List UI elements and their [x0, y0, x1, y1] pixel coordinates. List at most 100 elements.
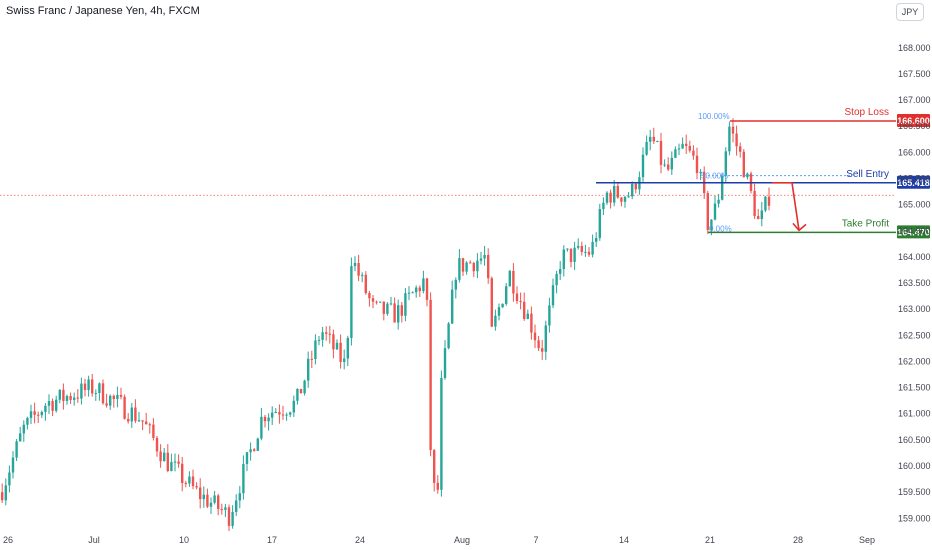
candle-body: [476, 260, 479, 272]
candle: [199, 478, 202, 509]
y-tick-label: 167.000: [898, 95, 931, 105]
candle: [152, 418, 155, 441]
candle: [231, 505, 234, 529]
candle: [134, 399, 137, 424]
x-tick-label: 7: [533, 535, 538, 545]
candle-body: [577, 245, 580, 248]
candle: [260, 407, 263, 441]
candle-body: [400, 305, 403, 316]
candle-body: [105, 403, 108, 406]
candle-body: [335, 342, 339, 350]
take-profit-label: Take Profit: [842, 218, 889, 229]
candle: [573, 241, 576, 270]
candle-body: [303, 380, 306, 394]
candle-body: [289, 412, 292, 415]
candle-body: [177, 461, 180, 464]
stop-loss-price-tag: [897, 114, 930, 128]
candle-body: [465, 262, 468, 272]
candle-body: [767, 196, 771, 206]
candle-body: [155, 437, 159, 452]
candle: [393, 297, 396, 323]
candle: [267, 413, 270, 431]
candle-body: [764, 196, 767, 211]
candle: [148, 422, 151, 434]
candle: [15, 438, 18, 462]
candle-body: [292, 400, 295, 413]
candle-body: [242, 463, 245, 494]
candle: [425, 277, 429, 307]
candle: [407, 286, 411, 301]
candle: [674, 146, 677, 159]
candle: [595, 232, 598, 248]
candle: [91, 373, 94, 397]
candle-body: [112, 395, 115, 400]
candle-body: [422, 278, 425, 292]
candle: [368, 290, 371, 307]
candle-body: [451, 289, 454, 324]
candle-body: [217, 495, 220, 509]
candle: [1, 483, 4, 503]
candle: [116, 386, 119, 408]
candle-body: [620, 197, 623, 202]
candle-body: [613, 185, 616, 203]
candle: [130, 402, 133, 428]
candle: [155, 435, 159, 457]
candle-body: [325, 332, 328, 334]
candle: [443, 340, 447, 380]
candle-body: [512, 270, 515, 294]
candle-body: [109, 395, 112, 406]
x-tick-label: Jul: [88, 535, 100, 545]
candle: [177, 454, 180, 468]
candle-body: [458, 258, 461, 280]
y-tick-label: 165.000: [898, 200, 931, 210]
candle: [382, 301, 385, 321]
candle-body: [4, 485, 7, 501]
candle-body: [76, 397, 79, 399]
candle-body: [652, 136, 655, 142]
candle: [256, 437, 259, 451]
candle: [530, 306, 533, 340]
candle-body: [386, 303, 389, 314]
candle: [235, 494, 238, 517]
candle-body: [148, 424, 151, 426]
candle-body: [94, 393, 97, 395]
candle: [202, 486, 205, 508]
chart-title: Swiss Franc / Japanese Yen, 4h, FXCM: [6, 5, 200, 17]
candle-body: [159, 451, 162, 462]
y-tick-label: 161.000: [898, 409, 931, 419]
currency-button[interactable]: JPY: [896, 3, 924, 21]
candle-body: [296, 388, 299, 401]
candle: [299, 388, 303, 394]
stop-loss-price: 166.600: [897, 116, 930, 126]
candle-body: [47, 401, 51, 406]
candle: [278, 404, 281, 424]
candle-body: [548, 305, 551, 326]
candle: [559, 261, 562, 281]
candle-body: [368, 293, 371, 299]
y-tick-label: 167.500: [898, 69, 931, 79]
candle: [587, 247, 591, 257]
candle: [548, 297, 551, 333]
candle-body: [281, 414, 285, 416]
candle: [339, 334, 342, 369]
candle-body: [51, 401, 54, 411]
candle: [335, 339, 339, 351]
candle-body: [663, 164, 666, 166]
candle-body: [580, 245, 583, 252]
y-tick-label: 164.000: [898, 252, 931, 262]
candle-body: [631, 183, 634, 197]
candle: [213, 490, 216, 505]
candle: [325, 326, 328, 341]
candle: [731, 118, 735, 143]
candle-body: [728, 126, 731, 152]
candle: [605, 191, 609, 205]
candle: [4, 478, 7, 506]
candle: [724, 147, 727, 182]
candle: [94, 389, 97, 401]
candle: [562, 245, 565, 277]
candle: [137, 411, 141, 423]
candle: [361, 272, 364, 283]
candle: [191, 469, 195, 490]
x-tick-label: 26: [3, 535, 13, 545]
candle-body: [692, 150, 695, 156]
